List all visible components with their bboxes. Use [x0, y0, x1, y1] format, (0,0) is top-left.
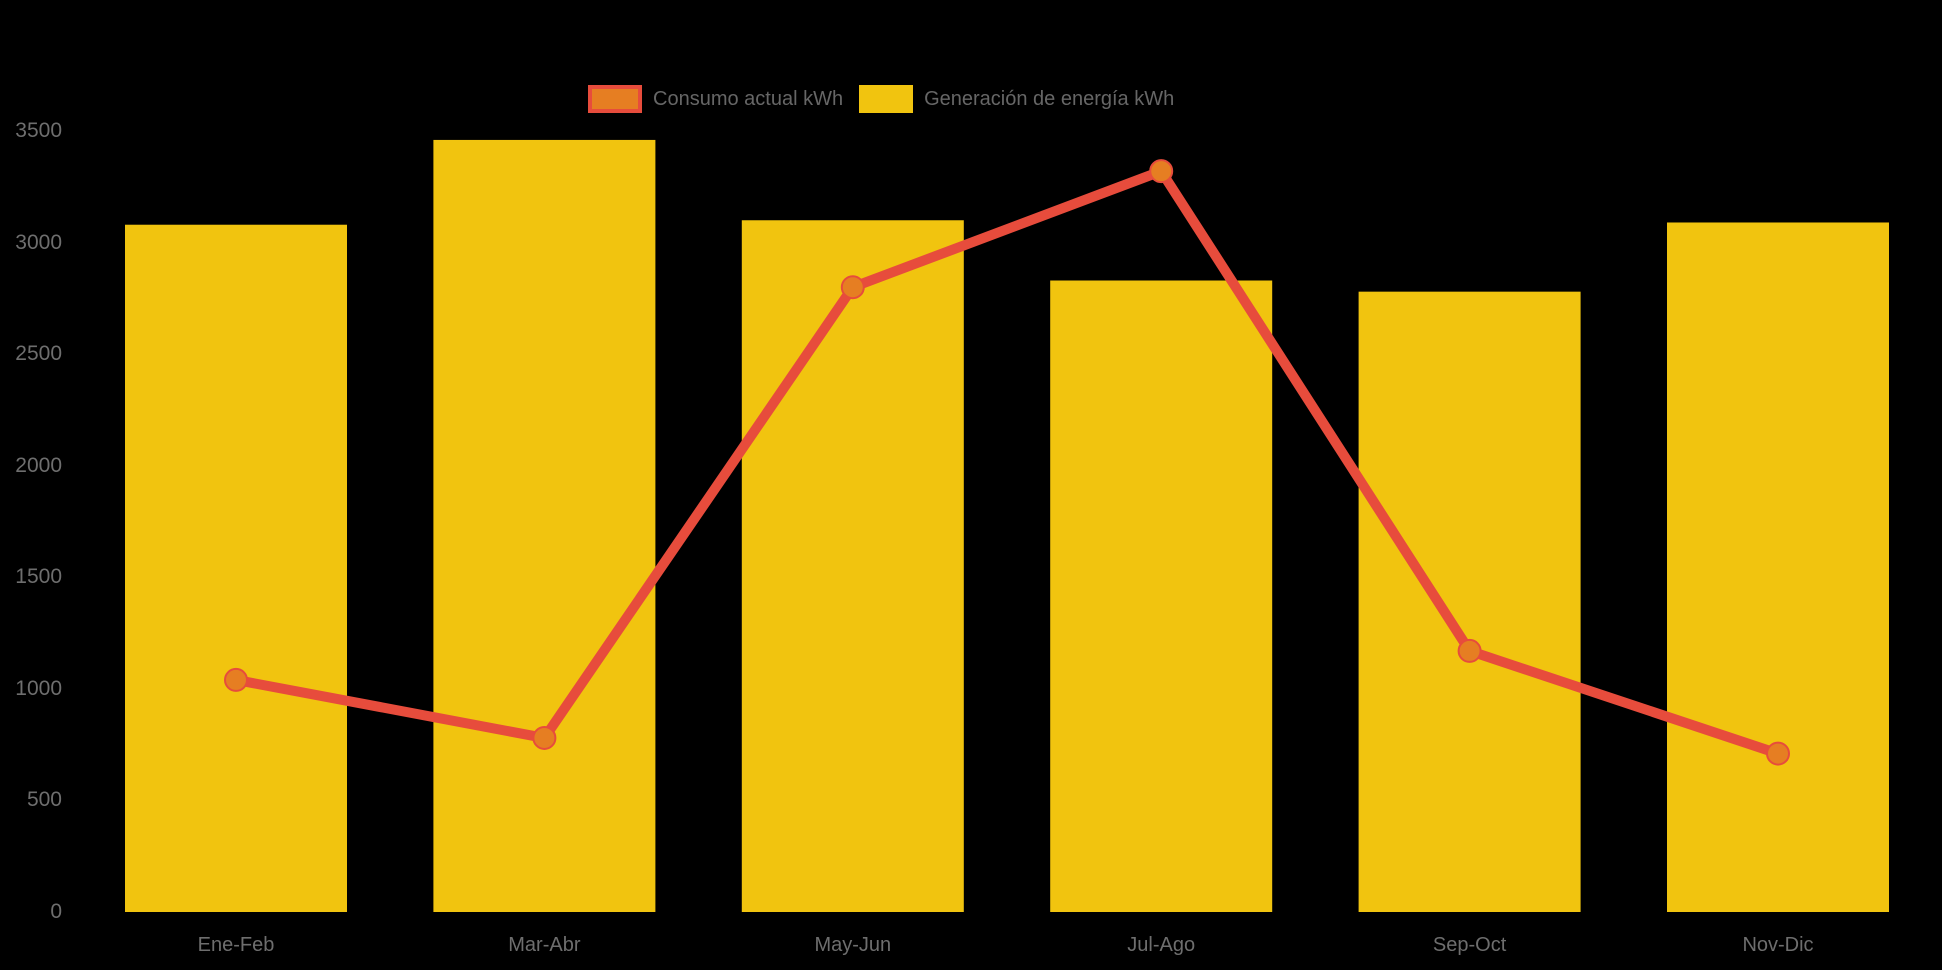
y-tick-label: 500	[26, 788, 62, 812]
x-tick-label: Ene-Feb	[197, 934, 275, 956]
line-point-Nov-Dic[interactable]	[1766, 741, 1790, 766]
legend-item-consumo[interactable]: Consumo actual kWh	[588, 85, 843, 113]
chart-legend: Consumo actual kWh Generación de energía…	[588, 85, 1174, 113]
x-tick-label: May-Jun	[814, 934, 892, 956]
legend-label-generacion: Generación de energía kWh	[924, 87, 1175, 110]
line-point-May-Jun[interactable]	[840, 275, 865, 300]
y-tick-label: 2000	[15, 453, 62, 477]
consumption-line	[231, 166, 1783, 759]
y-tick-label: 2500	[15, 342, 62, 366]
y-axis: 0 500 1000 1500 2000 2500 3000 3500	[0, 0, 62, 970]
line-point-Mar-Abr[interactable]	[532, 725, 557, 750]
y-tick-label: 1000	[15, 676, 62, 700]
bar-Nov-Dic[interactable]	[1667, 222, 1889, 912]
legend-label-consumo: Consumo actual kWh	[653, 87, 844, 110]
legend-swatch-generacion	[859, 85, 914, 113]
y-tick-label: 1500	[15, 565, 62, 589]
legend-item-generacion[interactable]: Generación de energía kWh	[859, 85, 1174, 113]
y-tick-label: 3500	[15, 119, 62, 142]
x-tick-label: Jul-Ago	[1127, 934, 1196, 956]
bar-Sep-Oct[interactable]	[1358, 291, 1581, 913]
line-point-Sep-Oct[interactable]	[1457, 638, 1482, 663]
y-tick-label: 3000	[15, 230, 62, 254]
bar-Ene-Feb[interactable]	[125, 224, 347, 913]
line-point-Jul-Ago[interactable]	[1149, 159, 1174, 184]
bar-Mar-Abr[interactable]	[433, 139, 656, 912]
legend-swatch-consumo	[588, 85, 642, 113]
line-point-Ene-Feb[interactable]	[224, 667, 248, 692]
x-tick-label: Sep-Oct	[1432, 934, 1507, 956]
x-tick-label: Mar-Abr	[508, 934, 581, 956]
y-tick-label: 0	[50, 900, 62, 923]
bar-May-Jun[interactable]	[741, 220, 964, 912]
bar-Jul-Ago[interactable]	[1050, 280, 1273, 912]
x-tick-label: Nov-Dic	[1742, 934, 1814, 956]
